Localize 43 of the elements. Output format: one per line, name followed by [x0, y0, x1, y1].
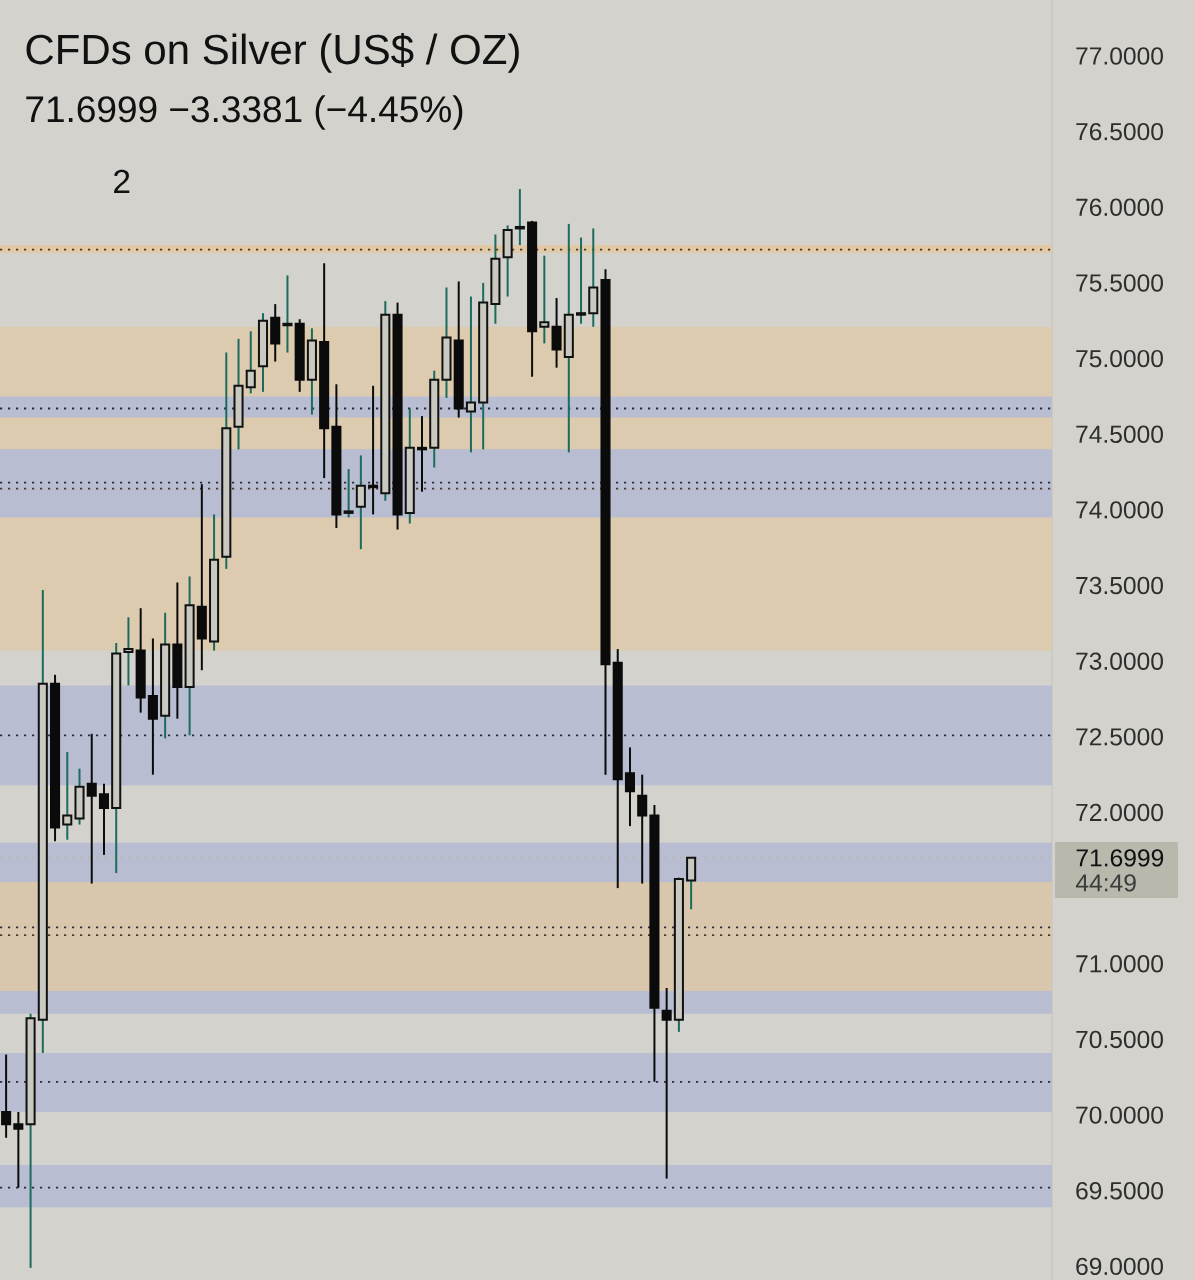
candlestick: [98, 782, 110, 856]
candlestick: [86, 732, 97, 885]
y-tick-label: 72.5000: [1076, 728, 1163, 746]
y-tick-label: 70.5000: [1076, 1030, 1163, 1049]
y-tick-label: 71.0000: [1076, 955, 1163, 973]
candlestick: [355, 454, 366, 551]
candlestick: [661, 986, 672, 1180]
candlestick: [123, 616, 134, 687]
candlestick: [637, 773, 648, 885]
candlestick: [416, 415, 428, 493]
candlestick: [368, 384, 379, 516]
candlestick: [245, 330, 256, 395]
y-tick-label: 74.5000: [1076, 425, 1163, 443]
y-tick-label: 76.5000: [1076, 122, 1163, 141]
y-tick-label: 77.0000: [1076, 47, 1163, 65]
y-tick-label: 73.5000: [1076, 576, 1163, 595]
candlestick: [13, 1111, 24, 1189]
y-tick-label: 70.0000: [1076, 1106, 1163, 1124]
y-tick-label: 72.0000: [1076, 803, 1163, 822]
candlestick: [1, 1053, 12, 1139]
candlestick: [343, 468, 354, 519]
candlestick: [686, 856, 697, 911]
annotation: 2: [114, 169, 130, 193]
candlestick: [147, 637, 158, 776]
candlestick: [576, 236, 587, 325]
candlestick: [539, 254, 550, 345]
y-tick-label: 74.0000: [1076, 501, 1163, 519]
candlestick: [62, 750, 73, 841]
candlestick: [465, 295, 476, 454]
candlestick: [624, 746, 635, 828]
text: 44:49: [1075, 874, 1136, 892]
ref-line-label: 71.6999: [1076, 849, 1164, 867]
candlestick: [282, 274, 293, 354]
text: CFDs on Silver (US$ / OZ): [26, 32, 519, 73]
y-tick-label: 69.0000: [1076, 1257, 1163, 1276]
y-tick-label: 69.5000: [1076, 1182, 1163, 1200]
text: 71.6999 −3.3381 (−4.45%): [26, 95, 463, 130]
candlestick: [551, 297, 562, 369]
candlestick: [514, 188, 525, 247]
y-tick-label: 73.0000: [1076, 652, 1163, 670]
y-tick-label: 75.0000: [1076, 349, 1163, 368]
y-tick-label: 76.0000: [1076, 198, 1163, 216]
y-tick-label: 75.5000: [1076, 274, 1163, 292]
